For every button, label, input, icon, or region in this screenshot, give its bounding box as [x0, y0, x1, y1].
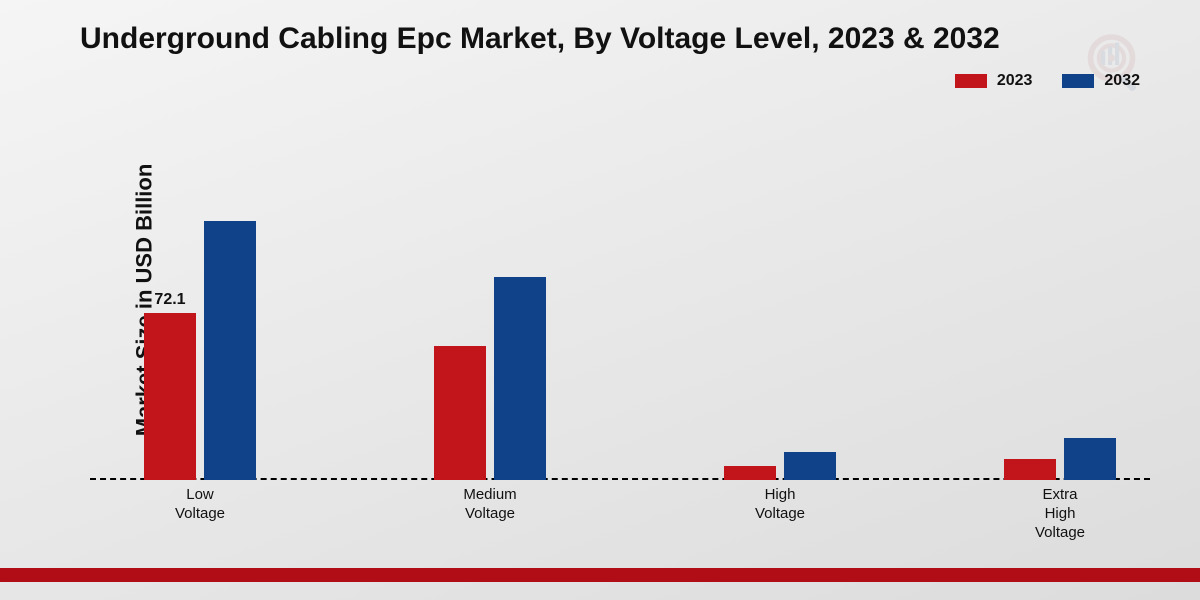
- bar-2023: [434, 346, 486, 480]
- legend-swatch-2023: [955, 74, 987, 88]
- bar-group: [724, 452, 836, 480]
- bar-2023: [1004, 459, 1056, 480]
- x-axis-labels: Low Voltage Medium Voltage High Voltage Ext…: [90, 486, 1150, 546]
- bar-2023: [724, 466, 776, 480]
- bar-group: 72.1: [144, 221, 256, 480]
- x-axis-label: Extra High Voltage: [1035, 486, 1085, 542]
- chart-title: Underground Cabling Epc Market, By Volta…: [80, 22, 1000, 56]
- footer-accent-bar: [0, 568, 1200, 582]
- chart-canvas: Underground Cabling Epc Market, By Volta…: [0, 0, 1200, 600]
- bar-group: [1004, 438, 1116, 480]
- legend-label-2023: 2023: [997, 72, 1033, 90]
- legend-item-2023: 2023: [955, 72, 1033, 90]
- bar-2032: [1064, 438, 1116, 480]
- legend-swatch-2032: [1062, 74, 1094, 88]
- plot-area: 72.1: [90, 110, 1150, 480]
- legend-item-2032: 2032: [1062, 72, 1140, 90]
- bar-value-label: 72.1: [154, 291, 185, 309]
- x-axis-label: High Voltage: [755, 486, 805, 524]
- bar-2032: [784, 452, 836, 480]
- x-axis-label: Medium Voltage: [463, 486, 516, 524]
- bar-2032: [494, 277, 546, 481]
- legend-label-2032: 2032: [1104, 72, 1140, 90]
- bar-group: [434, 277, 546, 481]
- bar-2023: 72.1: [144, 313, 196, 480]
- x-axis-label: Low Voltage: [175, 486, 225, 524]
- bar-2032: [204, 221, 256, 480]
- legend: 2023 2032: [955, 72, 1140, 90]
